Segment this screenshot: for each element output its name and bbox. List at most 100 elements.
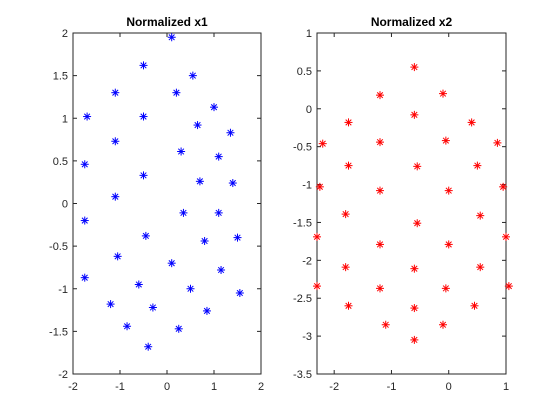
y-tick-label: 0.5 (297, 66, 312, 78)
data-point (113, 252, 122, 261)
axes-box (72, 32, 262, 375)
x-tick-label: -2 (68, 381, 78, 393)
data-point (80, 273, 89, 282)
data-point (202, 306, 211, 315)
data-point (80, 160, 89, 169)
data-point (313, 282, 321, 291)
data-point (134, 280, 143, 289)
data-point (376, 240, 384, 249)
y-tick-label: -1.5 (293, 217, 312, 229)
y-tick-label: -0.5 (49, 241, 68, 253)
x-tick-label: 0 (164, 381, 170, 393)
y-tick-label: -2 (58, 369, 68, 381)
data-point (467, 118, 476, 127)
y-tick-label: -0.5 (293, 142, 312, 154)
data-point (200, 237, 209, 246)
data-point (318, 139, 327, 148)
data-point (80, 216, 89, 225)
data-point (344, 118, 353, 127)
y-tick-label: -1 (302, 180, 312, 192)
y-tick-label: -1.5 (49, 326, 68, 338)
data-point (376, 186, 384, 195)
chart-panel-1: Normalized x1 -2 -1 0 1 2 -2 -1.5 -1 -0.5 0 0.5 1 1.5… (49, 15, 264, 393)
data-point (139, 61, 148, 70)
data-point (502, 232, 510, 241)
y-tick-label: -3.5 (293, 369, 312, 381)
data-point (376, 284, 384, 293)
data-point (167, 259, 176, 268)
chart-title: Normalized x2 (371, 15, 453, 29)
data-point (376, 91, 384, 100)
data-point (217, 265, 226, 274)
x-tick-label: -2 (329, 381, 339, 393)
data-point (410, 304, 419, 313)
data-point (186, 284, 195, 293)
data-point (439, 320, 447, 329)
data-point (148, 303, 157, 312)
data-point (476, 211, 485, 220)
data-point (470, 301, 479, 310)
data-point (214, 152, 223, 161)
data-point (444, 240, 453, 249)
data-point (410, 63, 419, 72)
data-point (413, 219, 422, 228)
chart-title: Normalized x1 (126, 15, 208, 29)
data-point (341, 263, 350, 272)
data-point (410, 110, 419, 119)
y-tick-label: -2 (302, 255, 312, 267)
data-point (141, 231, 150, 240)
data-point (106, 300, 115, 309)
data-point (226, 128, 235, 137)
data-point (344, 161, 353, 170)
data-point (376, 138, 384, 147)
data-point (504, 282, 513, 291)
y-tick-label: 0 (62, 199, 68, 211)
data-point (315, 182, 324, 191)
data-point (473, 161, 482, 170)
y-tick-label: -1 (58, 284, 68, 296)
data-point (444, 186, 453, 195)
data-point (439, 89, 447, 98)
data-point (499, 182, 508, 191)
data-point (413, 162, 422, 171)
data-point (167, 33, 176, 42)
data-point (210, 103, 218, 112)
data-point (195, 177, 204, 186)
data-point (441, 284, 450, 293)
x-tick-label: -1 (115, 381, 125, 393)
x-tick-label: -1 (387, 381, 397, 393)
data-point (144, 342, 153, 351)
data-point (214, 208, 223, 217)
data-point (83, 112, 92, 121)
data-point (313, 232, 321, 241)
data-point (441, 136, 450, 145)
data-point (235, 289, 244, 298)
data-point (193, 121, 202, 130)
x-tick-label: 1 (503, 381, 509, 393)
data-point (174, 324, 183, 333)
data-point (179, 208, 188, 217)
y-tick-label: 1.5 (53, 71, 68, 83)
data-point (111, 88, 120, 97)
data-point (228, 179, 237, 188)
y-tick-label: 1 (62, 113, 68, 125)
data-point (493, 138, 502, 147)
data-point (188, 71, 197, 80)
data-point (344, 301, 353, 310)
data-point (410, 264, 419, 273)
x-tick-label: 0 (446, 381, 452, 393)
data-point (177, 147, 186, 156)
y-tick-label: -2.5 (293, 293, 312, 305)
data-point (123, 322, 132, 331)
y-tick-label: 0.5 (53, 156, 68, 168)
x-tick-label: 2 (258, 381, 264, 393)
chart-panel-2: Normalized x2 -2 -1 0 1 -3.5 -3 -2.5 -2 -1.5 -1 -0.… (293, 15, 513, 393)
y-tick-label: -3 (302, 331, 312, 343)
data-point (139, 112, 148, 121)
y-tick-label: 1 (306, 28, 312, 40)
data-point (410, 335, 419, 344)
data-point (341, 210, 350, 219)
data-point (476, 263, 485, 272)
data-point (139, 171, 148, 180)
